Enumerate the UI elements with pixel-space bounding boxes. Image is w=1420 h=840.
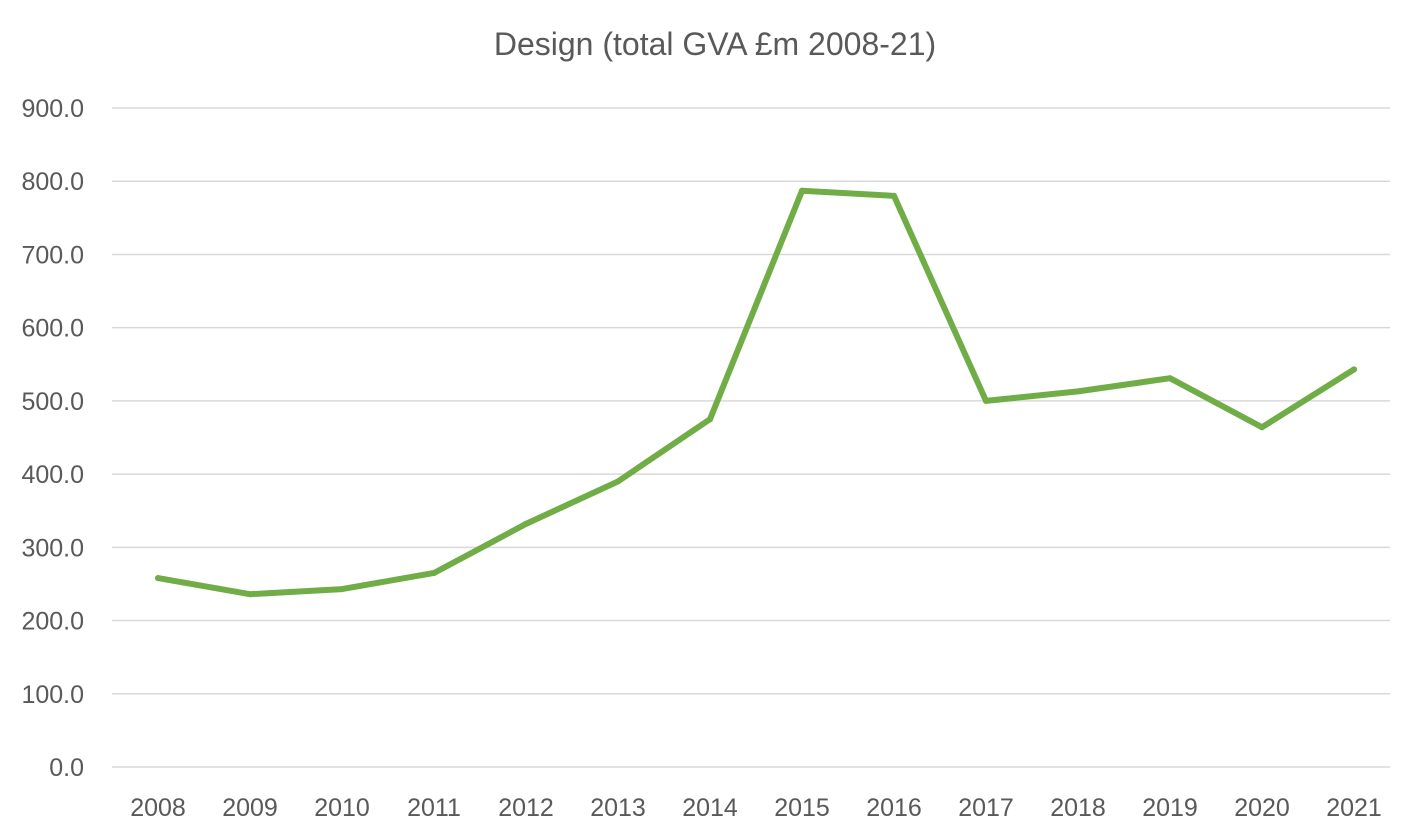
x-tick-label: 2015 — [774, 794, 830, 822]
data-point-2008 — [155, 575, 161, 582]
data-point-2010 — [339, 586, 345, 593]
x-tick-label: 2018 — [1050, 794, 1106, 822]
x-tick-label: 2016 — [866, 794, 922, 822]
x-axis-tick-labels: 2008 2009 2010 2011 2012 2013 2014 2015 2016 2017… — [130, 794, 1382, 822]
x-tick-label: 2012 — [498, 794, 554, 822]
chart-title: Design (total GVA £m 2008-21) — [493, 26, 937, 62]
y-tick-label: 700.0 — [21, 241, 84, 269]
y-axis-tick-labels: 0.0 100.0 200.0 300.0 400.0 500.0 600.0 700.0 80… — [21, 95, 84, 782]
x-tick-label: 2013 — [590, 794, 646, 822]
y-tick-label: 400.0 — [21, 461, 84, 489]
y-tick-label: 200.0 — [21, 608, 84, 636]
series-layer — [155, 187, 1357, 598]
x-tick-label: 2014 — [682, 794, 738, 822]
data-point-2012 — [523, 520, 529, 527]
x-tick-label: 2009 — [222, 794, 278, 822]
data-point-2020 — [1259, 424, 1265, 431]
data-point-2021 — [1351, 366, 1357, 373]
x-tick-label: 2021 — [1326, 794, 1382, 822]
y-tick-label: 800.0 — [21, 168, 84, 196]
y-tick-label: 500.0 — [21, 388, 84, 416]
x-tick-label: 2017 — [958, 794, 1014, 822]
data-point-2013 — [615, 478, 621, 485]
x-tick-label: 2019 — [1142, 794, 1198, 822]
data-point-2016 — [891, 192, 897, 199]
y-tick-label: 0.0 — [49, 754, 84, 782]
data-point-2017 — [983, 397, 989, 404]
gridlines — [112, 107, 1390, 768]
data-point-2015 — [799, 187, 805, 194]
data-point-2019 — [1167, 375, 1173, 382]
y-tick-label: 900.0 — [21, 95, 84, 123]
data-point-2011 — [431, 569, 437, 576]
y-tick-label: 100.0 — [21, 681, 84, 709]
data-point-2018 — [1075, 388, 1081, 395]
y-tick-label: 300.0 — [21, 534, 84, 562]
x-tick-label: 2020 — [1234, 794, 1290, 822]
series-line-design — [155, 187, 1357, 598]
x-tick-label: 2011 — [407, 794, 461, 822]
data-point-2014 — [707, 416, 713, 423]
x-tick-label: 2008 — [130, 794, 186, 822]
data-point-2009 — [247, 591, 253, 598]
x-tick-label: 2010 — [314, 794, 370, 822]
y-tick-label: 600.0 — [21, 315, 84, 343]
